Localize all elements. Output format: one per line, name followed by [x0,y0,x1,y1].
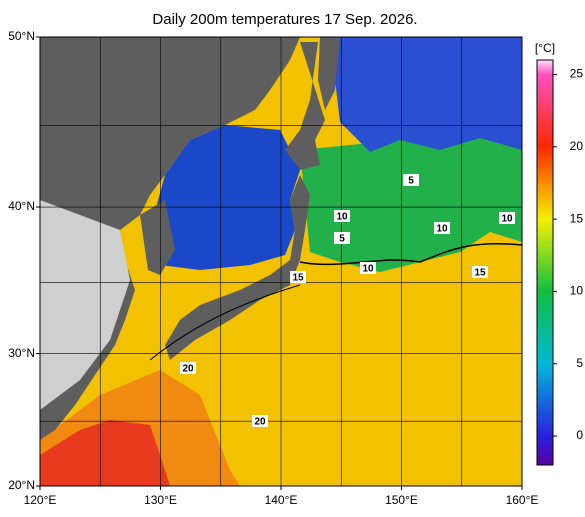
contour-label: 5 [339,234,345,245]
contour-label-box [403,174,419,186]
lat-tick-label: 30°N [8,346,35,360]
lon-tick-label: 150°E [385,493,418,507]
ocean-red [40,420,170,486]
contour-label: 5 [408,176,414,187]
contour-label-box [499,212,515,224]
contour-label-box [434,222,450,234]
contour [299,242,522,266]
colorbar-tick-label: 25 [570,67,584,81]
colorbar-tick-label: 15 [570,211,584,225]
contour-label: 10 [501,214,513,225]
contour-label: 10 [436,224,448,235]
land [318,37,340,110]
contour-label-box [290,271,306,283]
land [285,42,325,170]
contour-label-box [252,415,268,427]
colorbar-tick-label: 20 [570,139,584,153]
shelf [40,200,130,410]
colorbar-tick-label: 10 [570,284,584,298]
lon-tick-label: 120°E [24,493,57,507]
lon-tick-label: 140°E [265,493,298,507]
colorbar-label: [°C] [535,41,555,55]
contour-label: 15 [474,268,486,279]
contour-label: 20 [254,417,266,428]
ocean-green [300,128,522,272]
colorbar-tick-label: 5 [576,356,583,370]
lat-tick-label: 50°N [8,29,35,43]
contour-label-box [472,266,488,278]
colorbar [536,59,554,466]
colorbar-tick-label: 0 [576,428,583,442]
lat-tick-label: 40°N [8,199,35,213]
contour-label-box [360,262,376,274]
land [140,200,175,275]
contour-label: 10 [336,212,348,223]
lon-tick-label: 160°E [506,493,539,507]
contour-label-box [334,210,350,222]
contour-label-box [334,232,350,244]
lat-tick-label: 20°N [8,478,35,492]
contour-label: 15 [292,273,304,284]
contour-label-box [180,362,196,374]
contour-label: 10 [362,264,374,275]
japan-sea [150,125,300,270]
contour-label: 20 [182,364,194,375]
ocean-blue [330,37,522,152]
contour [149,284,301,361]
land [165,175,310,360]
lon-tick-label: 130°E [144,493,177,507]
title: Daily 200m temperatures 17 Sep. 2026. [152,11,417,28]
